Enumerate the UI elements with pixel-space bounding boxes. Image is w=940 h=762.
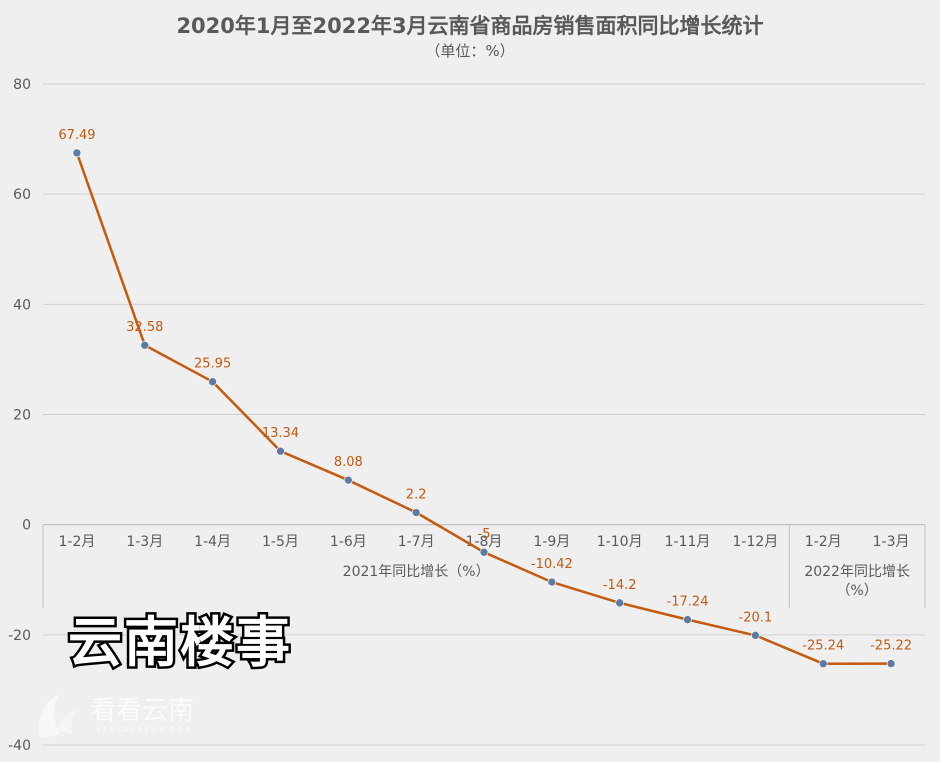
data-point (276, 446, 285, 456)
data-point (72, 148, 82, 158)
series-line (75, 152, 892, 665)
x-tick-label: 1-5月 (262, 534, 299, 550)
x-tick-label: 1-3月 (873, 534, 910, 550)
data-point (344, 475, 353, 485)
data-label: 67.49 (58, 128, 95, 143)
x-tick-label: 1-10月 (597, 534, 643, 550)
y-tick-label: -20 (8, 628, 31, 644)
watermark-logo-icon (38, 694, 78, 737)
x-tick-label: 1-3月 (126, 534, 163, 550)
data-label: -10.42 (531, 557, 573, 572)
data-label: -14.2 (603, 578, 637, 593)
data-point (479, 547, 489, 557)
x-tick-label: 1-2月 (58, 534, 95, 550)
y-tick-label: 0 (22, 518, 31, 534)
x-tick-label: 1-6月 (330, 534, 367, 550)
x-tick-label: 1-12月 (732, 534, 778, 550)
y-tick-label: -40 (8, 738, 31, 754)
data-label: -25.22 (870, 639, 912, 654)
x-tick-label: 1-4月 (194, 534, 231, 550)
data-label: 8.08 (334, 455, 363, 470)
data-point (818, 659, 828, 668)
data-point (683, 615, 692, 624)
x-tick-label: 1-7月 (398, 534, 435, 550)
data-label: -20.1 (739, 610, 773, 625)
y-tick-label: 40 (13, 297, 31, 313)
data-label: -25.24 (802, 639, 844, 654)
x-group-label: 2021年同比增长（%） (343, 564, 490, 580)
data-label: 25.95 (194, 357, 231, 372)
x-tick-label: 1-11月 (665, 534, 711, 550)
watermark-subtext: KANKANNEWS.COM (96, 726, 193, 734)
data-point (547, 577, 557, 587)
data-label: -17.24 (667, 595, 709, 610)
y-tick-label: 60 (13, 187, 31, 203)
data-label: -5 (478, 527, 491, 542)
data-point (751, 631, 760, 640)
chart-title: 2020年1月至2022年3月云南省商品房销售面积同比增长统计 (176, 14, 764, 38)
y-tick-label: 20 (13, 408, 31, 424)
data-label: 32.58 (126, 320, 163, 335)
x-tick-label: 1-9月 (533, 534, 570, 550)
data-point (411, 508, 421, 517)
data-point (140, 340, 150, 350)
data-label: 2.2 (406, 488, 427, 503)
watermark-text: 看看云南 (90, 696, 195, 726)
data-point (208, 377, 217, 387)
chart-subtitle: （单位：%） (425, 42, 515, 60)
y-tick-label: 80 (13, 77, 31, 93)
data-point (886, 659, 896, 668)
data-label: 13.34 (262, 426, 299, 441)
data-point (615, 598, 624, 608)
x-group-label: 2022年同比增长（%） (804, 564, 910, 599)
x-tick-label: 1-2月 (805, 534, 842, 550)
brand-overlay-text: 云南楼事 (66, 609, 293, 677)
